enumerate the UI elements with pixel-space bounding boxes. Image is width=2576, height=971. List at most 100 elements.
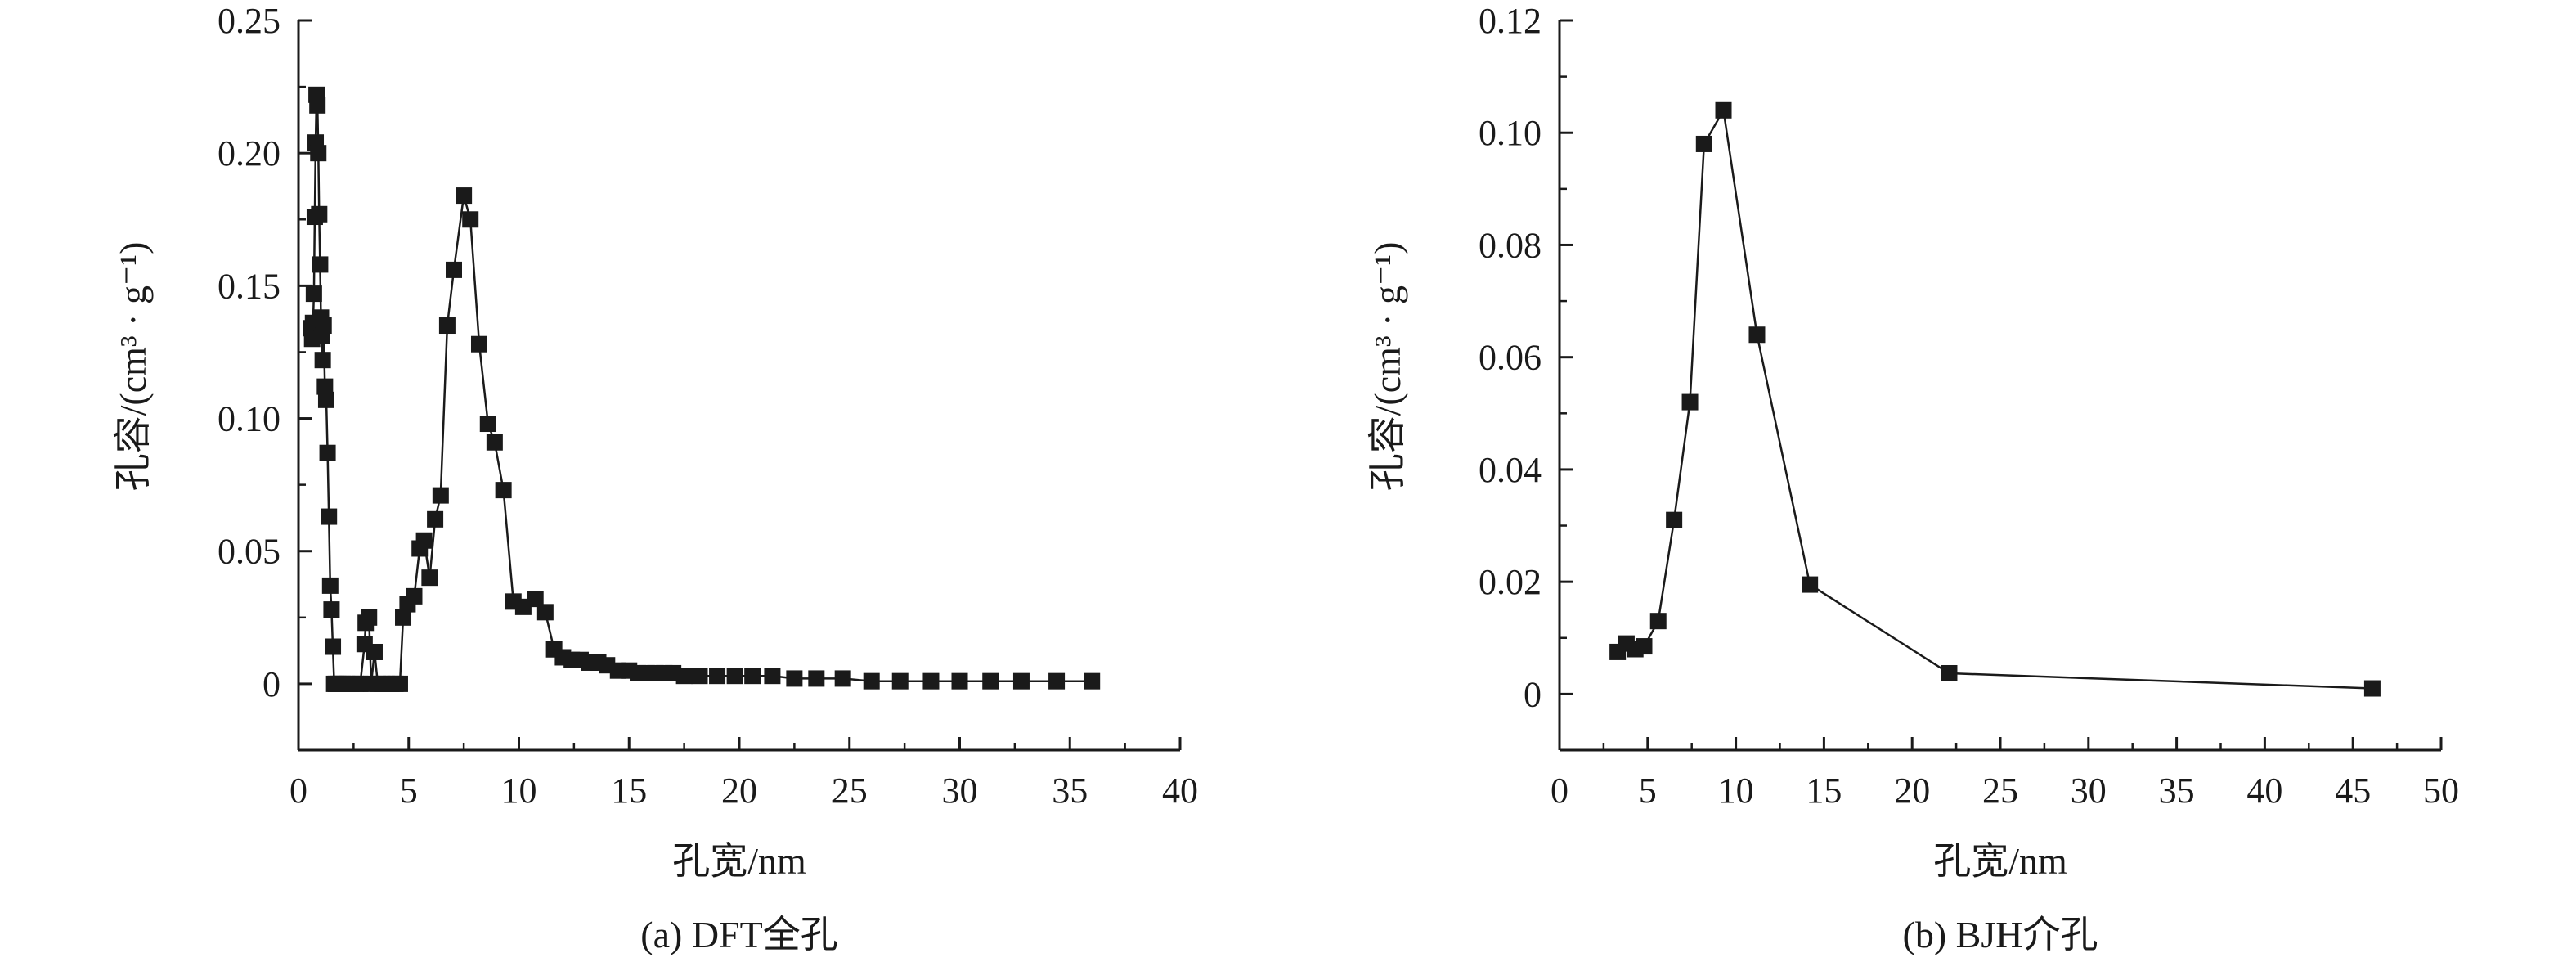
data-point xyxy=(691,668,708,685)
data-point xyxy=(470,335,487,353)
data-point xyxy=(361,609,378,626)
data-point xyxy=(316,378,334,395)
data-point xyxy=(982,672,999,690)
y-tick-label: 0.12 xyxy=(1479,1,1542,41)
data-point xyxy=(834,670,851,687)
x-axis-label: 孔宽/nm xyxy=(1933,840,2067,882)
x-tick-label: 25 xyxy=(1982,771,2018,811)
y-tick-label: 0.08 xyxy=(1479,225,1542,265)
data-point xyxy=(786,670,803,687)
data-point xyxy=(1681,393,1699,411)
data-point xyxy=(951,672,968,690)
x-tick-label: 15 xyxy=(611,771,647,811)
data-point xyxy=(1636,638,1653,655)
data-point xyxy=(495,482,512,499)
data-point xyxy=(1715,101,1732,119)
x-tick-label: 0 xyxy=(1551,771,1568,811)
y-tick-label: 0.04 xyxy=(1479,450,1542,490)
y-tick-label: 0.10 xyxy=(1479,113,1542,153)
data-point xyxy=(421,569,438,587)
data-point xyxy=(2363,680,2381,697)
data-point xyxy=(323,601,340,618)
data-point xyxy=(309,97,326,114)
y-tick-label: 0.10 xyxy=(218,399,280,439)
data-point xyxy=(1666,511,1683,528)
data-point xyxy=(310,145,327,162)
data-point xyxy=(391,675,408,692)
x-tick-label: 0 xyxy=(289,771,307,811)
x-tick-label: 35 xyxy=(2159,771,2195,811)
data-point xyxy=(536,604,554,621)
y-tick-label: 0 xyxy=(263,664,280,704)
x-axis-label: 孔宽/nm xyxy=(672,840,806,882)
y-tick-label: 0 xyxy=(1524,674,1542,714)
x-tick-label: 35 xyxy=(1052,771,1088,811)
data-point xyxy=(1802,576,1819,593)
chart-caption: (a) DFT全孔 xyxy=(640,914,837,955)
data-point xyxy=(1748,326,1766,344)
data-point xyxy=(1695,135,1712,152)
x-tick-label: 10 xyxy=(501,771,537,811)
data-point xyxy=(675,668,693,685)
data-point xyxy=(366,643,383,660)
data-point xyxy=(863,672,880,690)
x-tick-label: 10 xyxy=(1718,771,1754,811)
data-point xyxy=(311,205,328,223)
x-tick-label: 40 xyxy=(1162,771,1198,811)
data-point xyxy=(1012,672,1030,690)
series-line xyxy=(1617,107,2372,690)
data-point xyxy=(317,391,334,408)
data-point xyxy=(427,510,444,528)
x-tick-label: 40 xyxy=(2246,771,2282,811)
data-point xyxy=(445,261,462,278)
y-tick-label: 0.15 xyxy=(218,266,280,306)
data-point xyxy=(438,317,456,335)
data-point xyxy=(456,187,473,205)
data-point xyxy=(432,487,449,504)
y-axis-label: 孔容/(cm³ · g⁻¹) xyxy=(1367,242,1408,492)
data-point xyxy=(726,668,743,685)
data-point xyxy=(479,416,496,433)
data-point xyxy=(319,444,336,461)
x-tick-label: 45 xyxy=(2335,771,2371,811)
data-point xyxy=(321,577,339,594)
data-point xyxy=(321,508,338,525)
data-point xyxy=(764,668,781,685)
data-point xyxy=(312,256,329,273)
data-point xyxy=(922,672,940,690)
data-point xyxy=(744,668,761,685)
series-line xyxy=(310,94,1093,686)
data-point xyxy=(486,434,503,451)
data-point xyxy=(808,670,825,687)
data-point xyxy=(891,672,909,690)
x-tick-label: 50 xyxy=(2423,771,2459,811)
data-point xyxy=(527,591,544,608)
chart-panel-b: 0 5 10 15 20 25 30 35 40 45 50 0 0.02 0.04 0.06 0.08 0.1… xyxy=(1367,1,2459,955)
x-tick-label: 25 xyxy=(832,771,868,811)
data-point xyxy=(406,587,423,605)
x-tick-label: 30 xyxy=(942,771,978,811)
data-point xyxy=(305,285,322,303)
y-axis-label: 孔容/(cm³ · g⁻¹) xyxy=(112,242,154,492)
y-tick-label: 0.20 xyxy=(218,133,280,173)
y-tick-label: 0.25 xyxy=(218,1,280,41)
x-tick-label: 5 xyxy=(400,771,418,811)
data-point xyxy=(1084,672,1101,690)
x-tick-label: 20 xyxy=(1894,771,1930,811)
x-tick-label: 15 xyxy=(1806,771,1842,811)
data-point xyxy=(415,532,433,549)
data-point xyxy=(1941,664,1958,681)
data-point xyxy=(1048,672,1066,690)
chart-panel-a: 0 5 10 15 20 25 30 35 40 0 0.05 0.10 0.15 0.20 0.25 孔宽/… xyxy=(112,1,1198,955)
x-tick-label: 20 xyxy=(721,771,757,811)
data-point xyxy=(462,211,479,228)
data-point xyxy=(315,317,332,335)
data-point xyxy=(709,668,726,685)
data-point xyxy=(1649,613,1667,630)
data-point xyxy=(395,609,412,626)
data-point xyxy=(314,352,331,369)
y-tick-label: 0.05 xyxy=(218,532,280,572)
y-tick-label: 0.02 xyxy=(1479,562,1542,602)
